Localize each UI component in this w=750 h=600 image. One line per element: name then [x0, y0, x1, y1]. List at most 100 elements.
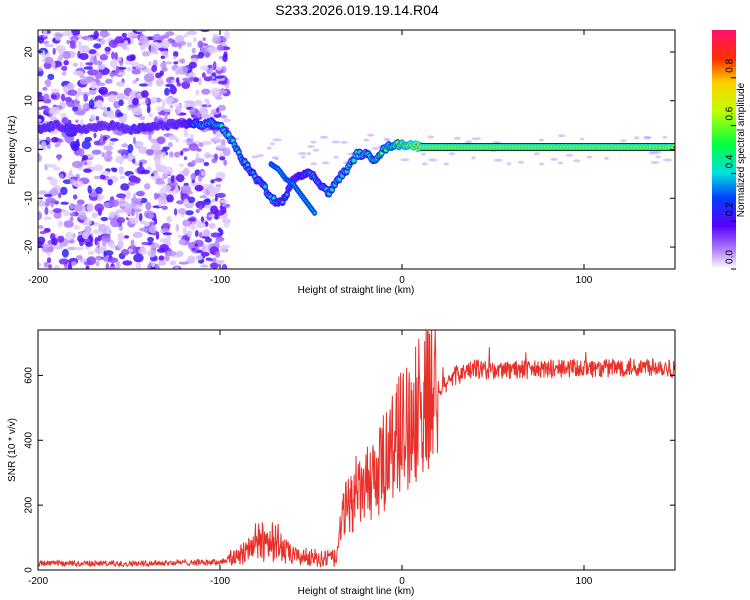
noise-blob — [201, 88, 211, 95]
noise-blob — [182, 167, 190, 177]
noise-blob — [371, 147, 380, 150]
noise-blob — [181, 81, 191, 89]
noise-blob — [72, 194, 78, 200]
noise-blob — [158, 198, 162, 208]
noise-blob — [99, 174, 106, 180]
noise-blob — [69, 169, 73, 177]
y-tick-label: 600 — [24, 367, 35, 384]
noise-blob — [169, 104, 173, 109]
noise-blob — [126, 47, 130, 52]
noise-blob — [141, 51, 151, 57]
noise-blob — [157, 111, 167, 116]
noise-blob — [150, 173, 155, 177]
snr-series-line — [38, 330, 675, 568]
noise-blob — [109, 242, 116, 249]
noise-blob — [44, 206, 49, 215]
x-tick-label: 100 — [576, 275, 593, 286]
noise-blob — [140, 197, 148, 204]
noise-blob — [167, 142, 173, 148]
noise-blob — [61, 248, 69, 258]
noise-blob — [219, 156, 226, 161]
noise-blob — [88, 49, 97, 55]
noise-blob — [67, 246, 77, 251]
noise-blob — [191, 221, 195, 230]
y-tick-label: 400 — [24, 431, 35, 448]
noise-blob — [221, 264, 228, 269]
noise-blob — [85, 241, 93, 247]
noise-blob — [188, 143, 199, 151]
noise-blob — [270, 142, 275, 146]
noise-blob — [118, 99, 124, 107]
noise-blob — [193, 101, 203, 107]
noise-blob — [662, 158, 673, 162]
noise-blob — [201, 72, 206, 78]
noise-blob — [156, 115, 162, 119]
noise-blob — [44, 78, 52, 88]
noise-blob — [586, 155, 593, 159]
noise-blob — [176, 250, 184, 258]
noise-blob — [52, 47, 56, 55]
secondary-ridge-core — [313, 211, 316, 215]
noise-blob — [164, 87, 170, 96]
noise-blob — [65, 231, 74, 241]
noise-blob — [44, 106, 50, 112]
noise-blob — [43, 216, 52, 220]
x-tick-label: -100 — [210, 576, 230, 587]
noise-blob — [154, 192, 158, 200]
noise-blob — [133, 192, 136, 202]
noise-blob — [573, 159, 581, 163]
x-tick-label: -100 — [210, 275, 230, 286]
noise-blob — [38, 236, 46, 245]
noise-blob — [83, 218, 92, 226]
noise-blob — [136, 64, 146, 69]
noise-blob — [471, 137, 482, 141]
noise-blob — [147, 249, 157, 258]
noise-blob — [47, 73, 55, 81]
noise-blob — [91, 149, 102, 155]
noise-blob — [400, 158, 410, 162]
noise-blob — [159, 244, 170, 251]
noise-blob — [132, 66, 137, 70]
noise-blob — [301, 155, 306, 159]
noise-blob — [53, 166, 61, 171]
noise-blob — [100, 216, 109, 222]
noise-blob — [42, 86, 48, 91]
noise-blob — [68, 119, 72, 125]
y-tick-label: 0 — [24, 146, 35, 152]
noise-blob — [93, 247, 105, 255]
noise-blob — [49, 106, 61, 116]
noise-blob — [63, 220, 74, 228]
noise-blob — [183, 198, 189, 205]
noise-blob — [38, 118, 42, 123]
noise-blob — [177, 208, 187, 215]
noise-blob — [192, 36, 197, 43]
noise-blob — [97, 197, 102, 202]
noise-blob — [195, 89, 200, 96]
noise-blob — [215, 96, 223, 100]
noise-blob — [77, 40, 83, 50]
noise-blob — [538, 138, 545, 142]
noise-blob — [182, 148, 190, 152]
x-tick-label: 100 — [576, 576, 593, 587]
noise-blob — [76, 199, 85, 205]
y-tick-label: 0 — [24, 567, 35, 573]
noise-blob — [195, 255, 203, 261]
noise-blob — [163, 108, 172, 113]
noise-blob — [216, 66, 222, 71]
noise-blob — [217, 133, 225, 137]
noise-blob — [192, 77, 200, 83]
noise-blob — [39, 196, 43, 203]
noise-blob — [99, 134, 104, 143]
noise-blob — [62, 51, 71, 60]
noise-blob — [96, 38, 102, 42]
noise-blob — [183, 132, 190, 138]
noise-blob — [222, 54, 228, 62]
ridge-core — [672, 146, 675, 149]
noise-blob — [165, 31, 175, 36]
noise-blob — [73, 224, 80, 230]
noise-blob — [159, 61, 167, 69]
noise-blob — [204, 198, 211, 205]
noise-blob — [111, 168, 118, 173]
noise-blob — [256, 154, 264, 158]
noise-blob — [180, 150, 184, 156]
